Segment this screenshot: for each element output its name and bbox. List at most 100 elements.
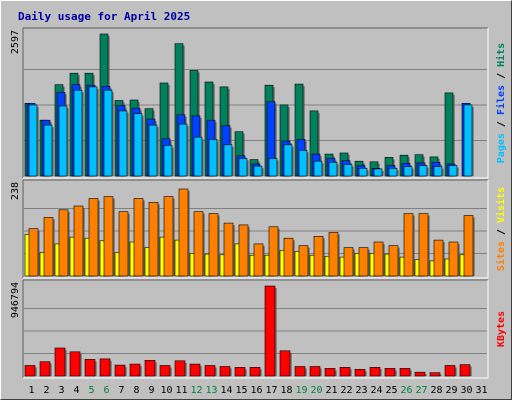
bar-sites-19 [298, 245, 309, 277]
bar-pages-16 [253, 165, 263, 177]
bar-shadow [188, 191, 190, 276]
bar-shadow [292, 146, 294, 176]
bar-pages-18 [283, 144, 293, 177]
bar-kbytes-15 [234, 367, 246, 377]
bar-shadow [365, 371, 367, 376]
bar-pages-9 [148, 124, 158, 177]
x-tick-label: 10 [160, 385, 172, 396]
bar-pages-10 [163, 145, 173, 177]
bar-sites-16 [253, 243, 264, 277]
bar-kbytes-17 [264, 285, 276, 377]
bar-pages-22 [343, 164, 353, 177]
legend-files: Files [495, 85, 507, 115]
side-legend-visits-sites: Sites / Visits [495, 187, 507, 271]
bar-shadow [278, 228, 280, 276]
legend-separator: / [496, 67, 507, 85]
bar-shadow [323, 238, 325, 276]
bar-shadow [383, 244, 385, 276]
bar-pages-4 [73, 89, 83, 177]
x-tick-label: 25 [385, 385, 397, 396]
legend-separator: / [496, 223, 507, 241]
bar-pages-19 [298, 150, 308, 177]
bar-shadow [247, 160, 249, 176]
bar-shadow [277, 160, 279, 176]
bar-shadow [113, 198, 115, 276]
bar-shadow [262, 168, 264, 176]
bar-shadow [80, 353, 82, 376]
bar-shadow [110, 360, 112, 376]
bar-kbytes-2 [39, 361, 51, 377]
bar-sites-4 [73, 205, 84, 277]
bar-shadow [368, 249, 370, 276]
bar-shadow [128, 213, 130, 276]
bar-kbytes-12 [189, 363, 201, 377]
bar-sites-7 [118, 211, 129, 277]
bar-kbytes-4 [69, 351, 81, 377]
bar-shadow [472, 106, 474, 176]
bar-kbytes-10 [159, 365, 171, 377]
bar-shadow [412, 168, 414, 176]
x-tick-label: 17 [265, 385, 277, 396]
bar-shadow [410, 370, 412, 376]
bar-sites-6 [103, 196, 114, 277]
bar-shadow [425, 374, 427, 376]
bar-shadow [367, 170, 369, 176]
panel-hits-files-pages: 2597 [10, 27, 489, 179]
bar-shadow [260, 369, 262, 376]
bar-pages-7 [118, 110, 128, 177]
bar-kbytes-23 [354, 368, 366, 377]
bar-shadow [395, 370, 397, 376]
legend-visits: Visits [495, 187, 507, 223]
x-tick-label: 8 [133, 385, 139, 396]
bar-kbytes-1 [24, 365, 36, 377]
bar-sites-3 [58, 209, 69, 277]
x-tick-label: 3 [58, 385, 64, 396]
side-legends: Pages / Files / Hits Sites / Visits KBytes [495, 43, 507, 347]
bar-shadow [203, 213, 205, 276]
bar-sites-27 [418, 213, 429, 277]
x-tick-label: 14 [220, 385, 232, 396]
bar-shadow [127, 112, 129, 176]
bar-shadow [185, 362, 187, 376]
bar-shadow [305, 368, 307, 376]
bar-shadow [382, 170, 384, 176]
bar-pages-21 [328, 162, 338, 177]
bar-shadow [142, 115, 144, 176]
bar-kbytes-11 [174, 360, 186, 377]
bar-sites-5 [88, 198, 99, 277]
bar-shadow [172, 147, 174, 176]
bar-shadow [37, 106, 39, 176]
legend-separator: / [496, 115, 507, 133]
bar-shadow [38, 230, 40, 276]
bar-shadow [215, 367, 217, 376]
x-tick-label: 4 [73, 385, 79, 396]
bar-shadow [353, 249, 355, 276]
bar-kbytes-25 [384, 368, 396, 377]
bar-shadow [183, 45, 185, 177]
bar-shadow [140, 366, 142, 376]
bar-kbytes-7 [114, 364, 126, 377]
x-tick-label: 9 [148, 385, 154, 396]
bar-shadow [398, 247, 400, 276]
legend-kbytes: KBytes [496, 311, 507, 347]
bar-shadow [440, 374, 442, 376]
bar-shadow [158, 204, 160, 276]
bar-shadow [303, 86, 305, 176]
x-tick-label: 20 [310, 385, 322, 396]
x-tick-label: 27 [415, 385, 427, 396]
x-tick-label: 18 [280, 385, 292, 396]
x-tick-label: 16 [250, 385, 262, 396]
bar-shadow [143, 200, 145, 276]
bar-sites-21 [328, 232, 339, 277]
bar-pages-11 [178, 123, 188, 177]
bar-kbytes-21 [324, 368, 336, 377]
bar-pages-15 [238, 158, 248, 177]
bar-kbytes-22 [339, 367, 351, 377]
bar-kbytes-13 [204, 365, 216, 377]
x-tick-label: 23 [355, 385, 367, 396]
bar-kbytes-19 [294, 366, 306, 377]
panel-visits-sites: 238 [10, 179, 489, 279]
bar-kbytes-5 [84, 359, 96, 377]
bar-shadow [168, 85, 170, 176]
